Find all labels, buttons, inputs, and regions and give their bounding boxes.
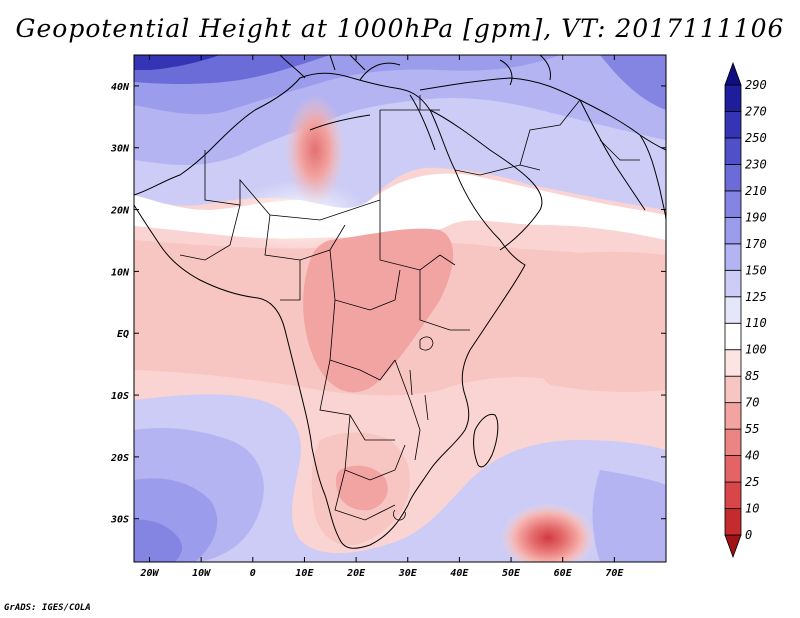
y-axis: 40N 30N 20N 10N EQ 10S 20S 30S — [110, 82, 666, 526]
colorbar-bin — [724, 402, 742, 430]
colorbar-label: 85 — [745, 369, 759, 383]
colorbar-label: 210 — [745, 184, 767, 198]
colorbar-bin — [724, 428, 742, 456]
colorbar-bin — [724, 137, 742, 165]
y-tick-label: 10N — [111, 267, 130, 278]
coastlines — [133, 54, 667, 549]
x-axis: 20W 10W 0 10E 20E 30E 40E 50E 60E 70E — [139, 55, 624, 579]
colorbar-label: 170 — [745, 237, 767, 251]
colorbar-bin — [724, 349, 742, 377]
colorbar-bin — [724, 269, 742, 298]
colorbar-label: 0 — [745, 528, 752, 542]
y-tick-label: 30S — [110, 515, 129, 526]
colorbar-label: 55 — [745, 422, 759, 436]
lakes — [409, 336, 434, 421]
colorbar-label: 250 — [745, 131, 767, 145]
colorbar-label: 270 — [745, 104, 767, 118]
colorbar-bin — [724, 322, 742, 351]
grads-credit: GrADS: IGES/COLA — [4, 603, 91, 613]
x-tick-label: 0 — [250, 568, 256, 579]
colorbar-bin — [724, 534, 742, 559]
y-tick-label: 40N — [111, 82, 130, 93]
country-borders — [179, 95, 640, 521]
y-tick-label: 20N — [110, 206, 130, 217]
y-tick-label: EQ — [117, 329, 129, 340]
y-tick-label: 30N — [110, 144, 130, 155]
colorbar-bin — [724, 190, 742, 218]
colorbar-bin — [724, 455, 742, 483]
x-tick-label: 20E — [346, 568, 366, 579]
colorbar-label: 100 — [745, 343, 767, 357]
colorbar-bin — [724, 508, 742, 536]
y-tick-label: 10S — [111, 391, 129, 402]
colorbar-label: 110 — [745, 316, 767, 330]
geopotential-field — [134, 55, 666, 562]
y-tick-label: 20S — [110, 453, 129, 464]
colorbar-label: 40 — [745, 449, 759, 463]
x-tick-label: 60E — [554, 568, 573, 579]
colorbar-label: 150 — [745, 263, 767, 277]
colorbar-bin — [724, 164, 742, 192]
x-tick-label: 10W — [192, 568, 211, 579]
x-tick-label: 50E — [502, 568, 521, 579]
colorbar-label: 125 — [745, 290, 767, 304]
colorbar-bin — [724, 375, 742, 404]
x-tick-label: 70E — [605, 568, 624, 579]
colorbar-bin — [724, 296, 742, 324]
colorbar-label: 290 — [745, 78, 767, 92]
colorbar-bin — [724, 481, 742, 509]
x-tick-label: 10E — [295, 568, 314, 579]
colorbar-bin — [724, 84, 742, 112]
colorbar-label: 190 — [745, 210, 767, 224]
colorbar-bin — [724, 111, 742, 139]
colorbar-bin — [724, 243, 742, 271]
colorbar-bin — [724, 216, 742, 245]
x-tick-label: 40E — [450, 568, 469, 579]
colorbar: 0 10 25 40 55 70 85 100 110 125 150 170 190 210 230 250… — [724, 61, 767, 559]
colorbar-label: 230 — [745, 157, 767, 171]
colorbar-bin — [724, 61, 742, 86]
colorbar-label: 10 — [745, 502, 759, 516]
x-tick-label: 20W — [139, 568, 159, 579]
colorbar-label: 70 — [745, 396, 759, 410]
x-tick-label: 30E — [398, 568, 418, 579]
chart-title: Geopotential Height at 1000hPa [gpm], VT… — [15, 14, 785, 43]
colorbar-label: 25 — [745, 475, 759, 489]
plot-frame — [133, 54, 667, 563]
